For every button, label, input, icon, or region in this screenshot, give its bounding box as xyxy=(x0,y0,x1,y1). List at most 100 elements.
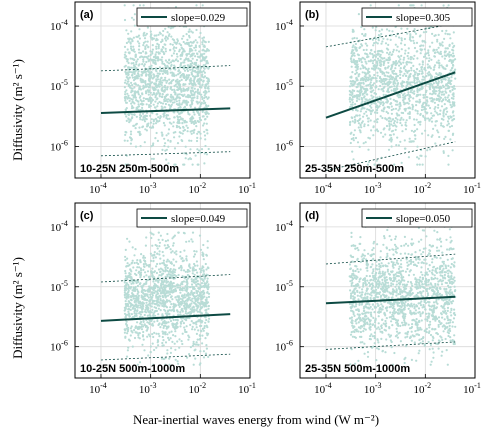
scatter-point xyxy=(394,43,397,46)
scatter-point xyxy=(132,305,135,309)
scatter-point xyxy=(133,312,136,315)
scatter-point xyxy=(164,286,167,289)
scatter-point xyxy=(382,102,385,105)
scatter-point xyxy=(133,307,137,310)
scatter-point xyxy=(377,39,380,42)
scatter-point xyxy=(355,69,358,72)
scatter-point xyxy=(173,46,176,49)
scatter-point xyxy=(444,84,448,87)
scatter-point xyxy=(131,98,134,101)
scatter-point xyxy=(148,263,151,267)
scatter-point xyxy=(204,309,207,312)
scatter-point xyxy=(148,104,151,107)
scatter-point xyxy=(201,43,204,46)
scatter-point xyxy=(433,90,437,93)
scatter-point xyxy=(362,66,365,70)
scatter-point xyxy=(431,134,434,137)
scatter-point xyxy=(156,120,159,123)
scatter-point xyxy=(126,332,129,335)
scatter-points xyxy=(123,231,211,366)
scatter-point xyxy=(385,118,388,121)
scatter-point xyxy=(151,342,154,345)
scatter-point xyxy=(427,49,430,52)
scatter-point xyxy=(186,356,189,359)
scatter-point xyxy=(424,110,427,113)
scatter-point xyxy=(136,40,139,43)
scatter-point xyxy=(350,52,353,55)
scatter-point xyxy=(370,106,373,109)
scatter-point xyxy=(382,63,385,67)
scatter-point xyxy=(394,62,397,65)
scatter-point xyxy=(378,59,381,62)
scatter-point xyxy=(155,98,158,101)
scatter-point xyxy=(124,272,127,275)
scatter-point xyxy=(428,326,431,329)
scatter-point xyxy=(398,36,401,39)
scatter-point xyxy=(163,98,166,101)
scatter-point xyxy=(442,114,445,117)
scatter-point xyxy=(388,78,391,81)
scatter-point xyxy=(127,78,130,81)
scatter-point xyxy=(399,58,402,61)
scatter-point xyxy=(190,82,193,85)
scatter-point xyxy=(176,325,179,328)
scatter-point xyxy=(124,163,127,166)
scatter-point xyxy=(128,97,131,100)
scatter-point xyxy=(162,262,165,265)
scatter-point xyxy=(395,144,398,147)
scatter-point xyxy=(204,92,207,95)
scatter-point xyxy=(181,320,184,323)
scatter-point xyxy=(181,275,184,278)
scatter-point xyxy=(445,107,448,110)
scatter-point xyxy=(186,280,189,283)
scatter-point xyxy=(181,132,184,135)
scatter-point xyxy=(164,102,167,106)
scatter-point xyxy=(171,250,174,253)
scatter-point xyxy=(154,57,157,60)
scatter-point xyxy=(158,289,161,293)
scatter-point xyxy=(197,297,200,300)
lower-bound-line xyxy=(100,353,231,361)
scatter-point xyxy=(138,332,141,335)
scatter-point xyxy=(400,161,403,164)
scatter-point xyxy=(392,69,396,72)
scatter-point xyxy=(127,73,130,76)
scatter-point xyxy=(142,44,145,47)
scatter-point xyxy=(194,46,198,49)
scatter-point xyxy=(435,72,438,75)
scatter-point xyxy=(368,70,371,74)
scatter-point xyxy=(177,70,180,73)
scatter-point xyxy=(132,101,135,104)
scatter-point xyxy=(183,307,186,310)
scatter-point xyxy=(451,119,454,122)
scatter-point xyxy=(187,96,190,99)
scatter-point xyxy=(151,44,154,47)
scatter-point xyxy=(183,64,186,67)
scatter-point xyxy=(363,123,366,126)
scatter-point xyxy=(454,289,457,292)
scatter-point xyxy=(366,117,369,120)
scatter-point xyxy=(413,73,416,76)
scatter-point xyxy=(196,75,199,78)
scatter-point xyxy=(157,116,160,119)
scatter-point xyxy=(362,330,365,333)
scatter-point xyxy=(433,107,436,110)
scatter-point xyxy=(192,41,195,44)
scatter-point xyxy=(404,123,407,127)
scatter-point xyxy=(392,50,395,53)
panel-letter: (b) xyxy=(305,9,319,21)
scatter-point xyxy=(204,302,207,305)
scatter-point xyxy=(388,128,391,131)
scatter-point xyxy=(351,150,354,153)
scatter-point xyxy=(357,270,360,273)
scatter-point xyxy=(433,229,436,232)
scatter-point xyxy=(126,60,129,63)
scatter-point xyxy=(192,322,196,325)
scatter-point xyxy=(145,44,148,47)
scatter-point xyxy=(397,55,400,58)
scatter-point xyxy=(181,101,184,104)
scatter-point xyxy=(443,51,446,54)
scatter-point xyxy=(190,99,193,102)
scatter-point xyxy=(178,121,181,125)
